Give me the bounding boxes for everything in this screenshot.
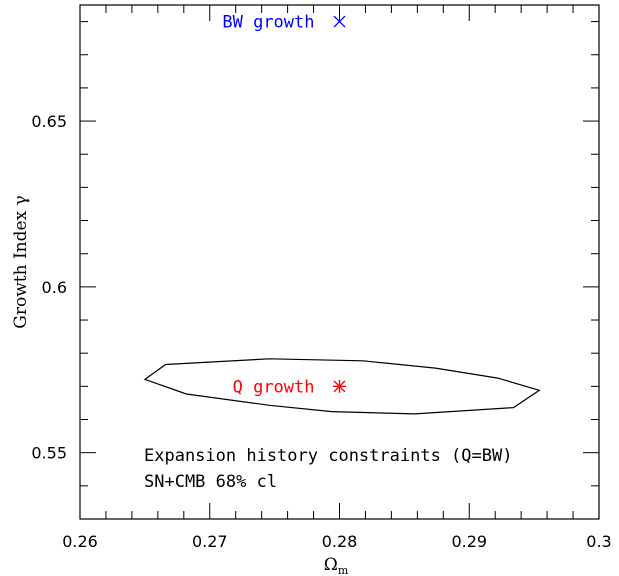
x-axis-label-subscript: m xyxy=(338,564,349,576)
series-label-bw-growth: BW growth xyxy=(222,13,314,33)
marker-stroke xyxy=(333,15,346,28)
y-tick-label: 0.6 xyxy=(42,278,67,297)
y-tick-label: 0.65 xyxy=(31,112,67,131)
major-ticks xyxy=(79,5,600,519)
y-axis-label: Growth Index γ xyxy=(11,195,31,328)
y-tick-labels: 0.55 0.6 0.65 xyxy=(31,112,67,463)
x-tick-label: 0.28 xyxy=(322,532,358,551)
marker-asterisk xyxy=(333,379,346,393)
annotation-sn-cmb: SN+CMB 68% cl xyxy=(144,472,277,492)
x-axis-label-main: Ω xyxy=(324,555,338,575)
plot-frame xyxy=(79,4,600,520)
x-tick-label: 0.29 xyxy=(451,532,487,551)
x-tick-labels: 0.26 0.27 0.28 0.29 0.3 xyxy=(62,532,612,551)
minor-ticks xyxy=(80,5,599,520)
x-axis-label: Ωm xyxy=(324,555,349,576)
y-tick-label: 0.55 xyxy=(31,444,67,463)
series-label-q-growth: Q growth xyxy=(233,377,315,397)
contour-68cl xyxy=(143,358,541,415)
x-tick-label: 0.3 xyxy=(586,532,611,551)
marker-cross xyxy=(333,15,346,28)
x-tick-label: 0.26 xyxy=(62,532,98,551)
markers xyxy=(333,15,346,393)
annotation-expansion-constraints: Expansion history constraints (Q=BW) xyxy=(144,446,512,466)
x-tick-label: 0.27 xyxy=(192,532,228,551)
